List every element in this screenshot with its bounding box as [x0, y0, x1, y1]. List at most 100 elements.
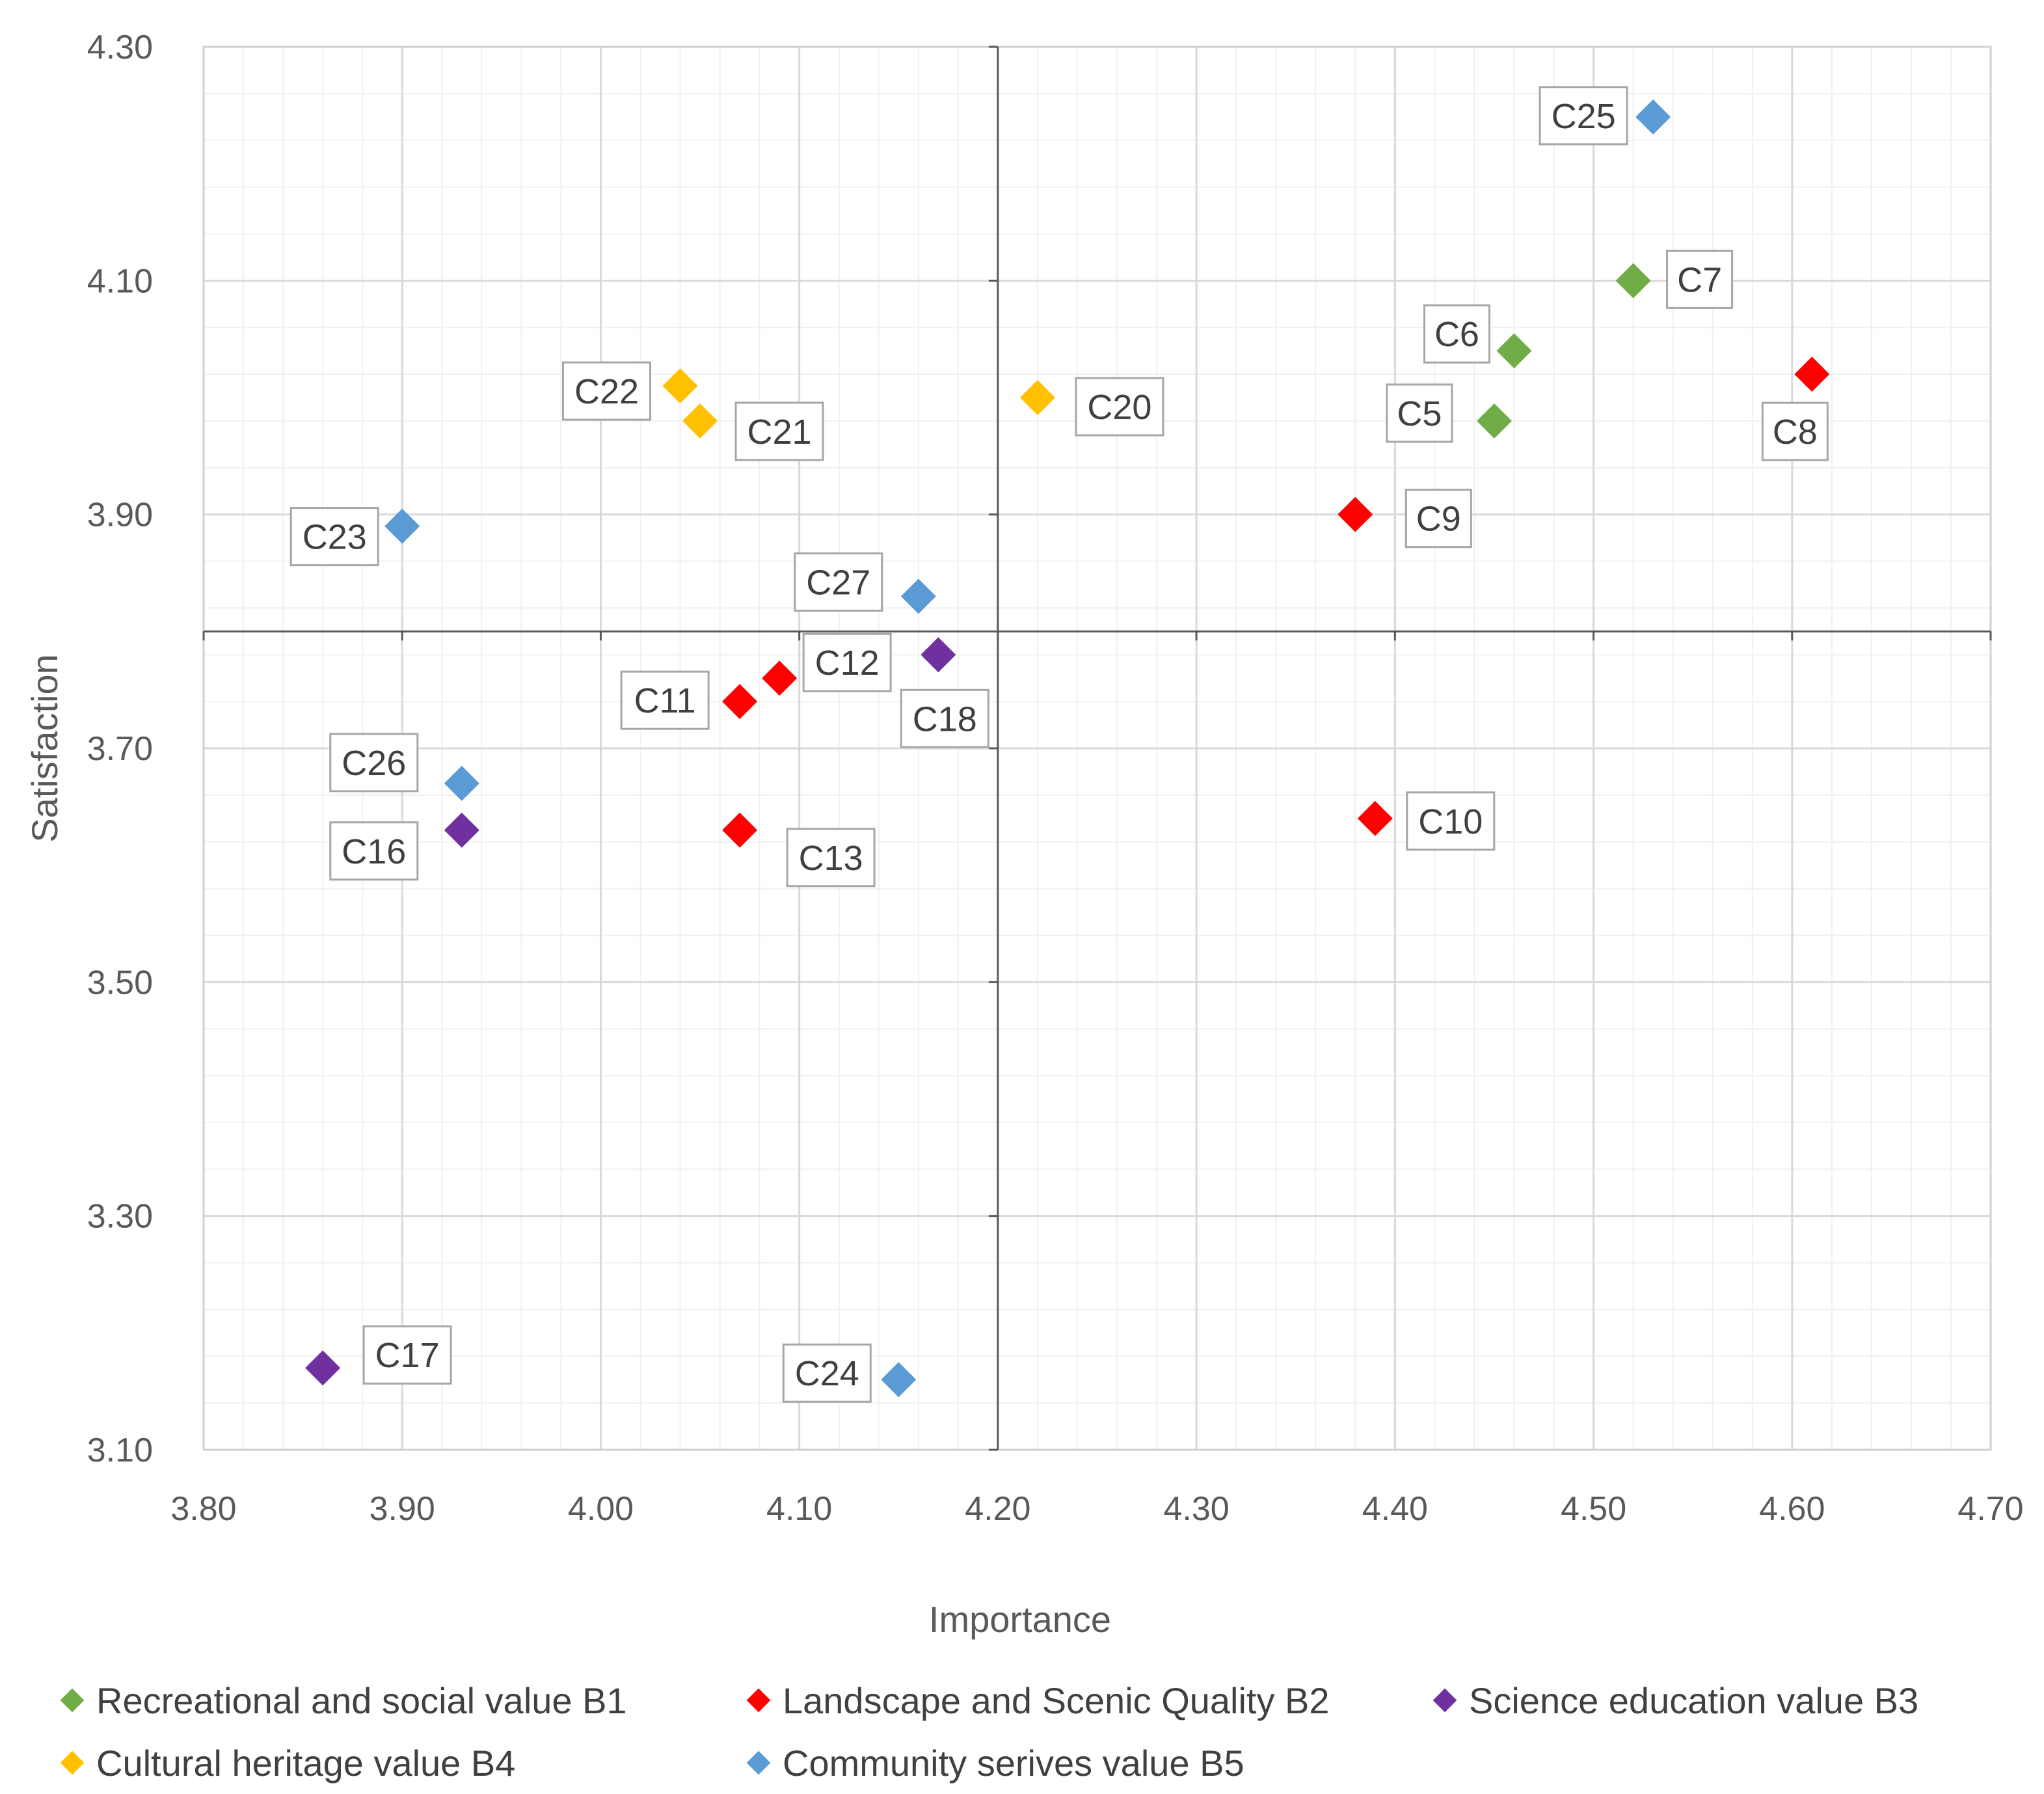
data-point-c17 — [305, 1350, 341, 1386]
data-label-box — [786, 828, 876, 888]
data-label-box — [1423, 304, 1490, 364]
data-label-c26: C26 — [342, 744, 406, 783]
data-label-c11: C11 — [634, 681, 696, 720]
data-point-c6 — [1496, 333, 1532, 369]
legend: Recreational and social value B1 Landsca… — [52, 1669, 2004, 1794]
data-point-c25 — [1635, 99, 1671, 135]
data-label-c6: C6 — [1434, 315, 1479, 354]
data-point-c26 — [444, 765, 479, 801]
x-axis-title: Importance — [929, 1599, 1111, 1640]
data-label-box — [900, 688, 989, 748]
legend-label: Landscape and Scenic Quality B2 — [783, 1679, 1330, 1721]
data-point-c9 — [1338, 496, 1373, 532]
y-tick-label: 4.30 — [87, 29, 153, 66]
data-label-c8: C8 — [1773, 413, 1818, 452]
data-label-c25: C25 — [1552, 97, 1616, 136]
data-label-c21: C21 — [747, 413, 812, 452]
legend-item-b4: Cultural heritage value B4 — [52, 1742, 738, 1784]
data-label-c10: C10 — [1418, 802, 1483, 841]
data-label-box — [1666, 249, 1734, 309]
x-tick-label: 4.50 — [1561, 1490, 1626, 1528]
data-point-c16 — [444, 812, 479, 848]
grid-lines — [204, 47, 1991, 1450]
data-label-c18: C18 — [913, 700, 977, 739]
data-label-c12: C12 — [815, 644, 880, 683]
legend-item-b1: Recreational and social value B1 — [52, 1679, 738, 1722]
legend-row-1: Recreational and social value B1 Landsca… — [52, 1669, 2004, 1732]
legend-label: Community serives value B5 — [783, 1742, 1244, 1784]
data-label-box — [734, 401, 824, 461]
legend-label: Recreational and social value B1 — [96, 1679, 627, 1721]
data-point-c13 — [722, 812, 758, 848]
data-label-box — [1075, 377, 1164, 437]
data-label-c22: C22 — [574, 372, 639, 411]
tick-labels: 3.80 3.90 4.00 4.10 4.20 4.30 4.40 4.50 4.60 4.70… — [87, 29, 2024, 1528]
data-label-box — [782, 1343, 872, 1403]
data-label-c20: C20 — [1087, 388, 1151, 427]
legend-item-b5: Community serives value B5 — [738, 1742, 1425, 1784]
plot-area-border — [202, 46, 1992, 1451]
data-label-c7: C7 — [1677, 260, 1722, 299]
data-label-c9: C9 — [1416, 500, 1461, 539]
diamond-icon — [1432, 1688, 1457, 1713]
data-points: C5 C6 C7 C8 C9 C10 C11 C12 C13 C16 C17 C18 C20 C21 C22… — [289, 86, 1830, 1403]
data-point-c23 — [384, 508, 420, 544]
data-point-c10 — [1357, 800, 1393, 836]
data-label-box — [289, 507, 379, 567]
data-label-box — [802, 632, 892, 692]
diamond-icon — [746, 1750, 771, 1775]
data-label-box — [562, 361, 652, 421]
legend-item-b3: Science education value B3 — [1425, 1679, 1918, 1722]
data-label-c27: C27 — [806, 563, 870, 602]
data-point-c5 — [1476, 403, 1512, 439]
data-label-box — [362, 1325, 452, 1385]
data-label-box — [1539, 86, 1628, 146]
legend-label: Science education value B3 — [1469, 1679, 1919, 1721]
legend-item-b2: Landscape and Scenic Quality B2 — [738, 1679, 1425, 1722]
data-point-c7 — [1615, 263, 1651, 299]
y-tick-label: 3.10 — [87, 1432, 153, 1469]
data-point-c21 — [682, 403, 718, 439]
data-label-c16: C16 — [342, 832, 406, 871]
data-label-box — [1386, 383, 1453, 443]
x-tick-label: 3.90 — [370, 1490, 435, 1528]
x-tick-label: 4.40 — [1362, 1490, 1428, 1528]
data-label-c13: C13 — [799, 839, 863, 878]
x-tick-label: 4.10 — [766, 1490, 832, 1528]
legend-row-2: Cultural heritage value B4 Community ser… — [52, 1732, 2004, 1794]
data-point-c20 — [1019, 380, 1055, 415]
data-label-c24: C24 — [795, 1354, 859, 1393]
data-point-c8 — [1794, 357, 1830, 392]
data-label-box — [1406, 791, 1496, 851]
data-point-c24 — [881, 1362, 917, 1398]
axes — [202, 46, 1992, 1451]
x-tick-label: 3.80 — [170, 1490, 236, 1528]
data-label-box — [794, 552, 883, 612]
diamond-icon — [746, 1688, 771, 1713]
data-label-c17: C17 — [375, 1336, 440, 1375]
data-label-c5: C5 — [1397, 394, 1442, 433]
data-point-c11 — [722, 684, 758, 720]
y-tick-label: 4.10 — [87, 262, 153, 300]
data-label-box — [1761, 401, 1829, 461]
data-label-box — [620, 670, 710, 730]
x-tick-label: 4.60 — [1759, 1490, 1825, 1528]
y-tick-label: 3.70 — [87, 730, 153, 768]
y-tick-label: 3.90 — [87, 496, 153, 534]
data-point-c18 — [921, 637, 956, 673]
data-point-c27 — [900, 578, 936, 614]
data-label-box — [329, 733, 419, 793]
diamond-icon — [60, 1750, 85, 1775]
y-tick-label: 3.50 — [87, 964, 153, 1001]
y-axis-title: Satisfaction — [24, 654, 65, 843]
x-tick-label: 4.70 — [1957, 1490, 2023, 1528]
legend-label: Cultural heritage value B4 — [96, 1742, 516, 1784]
data-point-c22 — [662, 368, 698, 404]
x-tick-label: 4.30 — [1164, 1490, 1230, 1528]
data-label-box — [329, 821, 419, 881]
diamond-icon — [60, 1688, 85, 1713]
data-label-c23: C23 — [303, 518, 367, 557]
x-tick-label: 4.00 — [568, 1490, 634, 1528]
data-label-box — [1405, 489, 1472, 549]
